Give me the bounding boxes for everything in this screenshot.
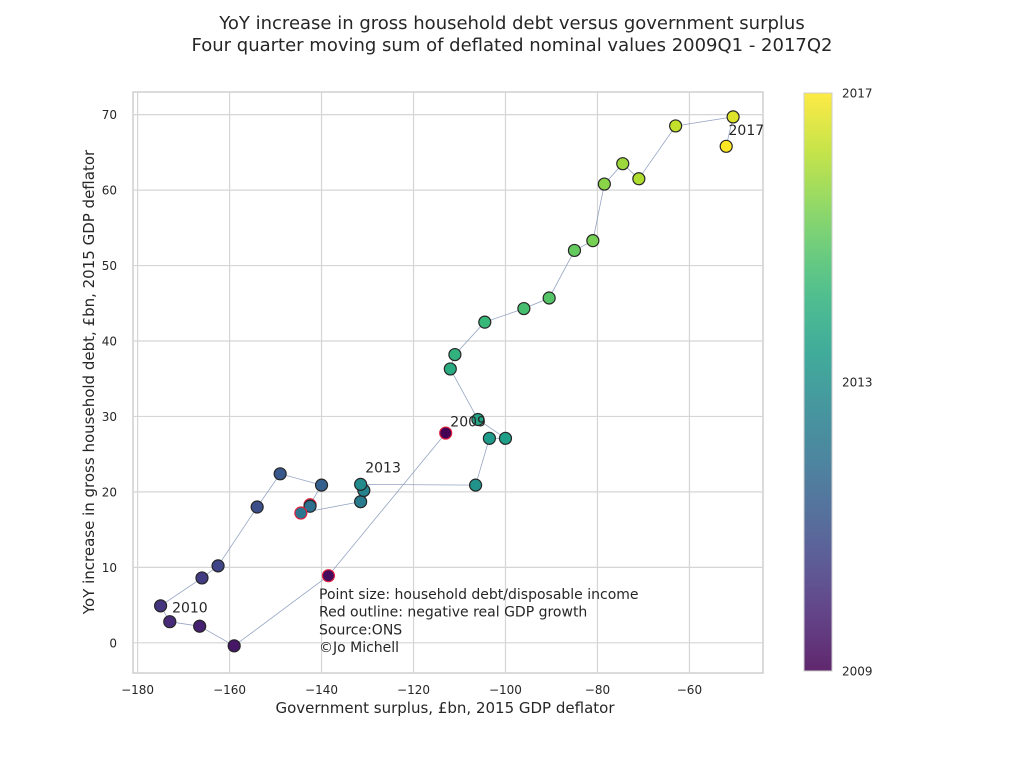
colorbar-label: 2013	[842, 376, 873, 390]
data-point	[542, 291, 556, 305]
data-point	[321, 569, 336, 583]
y-tick-label: 0	[109, 636, 117, 650]
data-point	[597, 177, 611, 191]
data-point	[153, 599, 168, 613]
data-point	[163, 615, 177, 629]
x-tick-label: −60	[677, 683, 702, 697]
y-tick-label: 10	[102, 561, 117, 575]
x-tick-label: −80	[585, 683, 610, 697]
year-annotation: 2013	[365, 460, 401, 476]
year-annotation: 2010	[172, 601, 208, 617]
series-path	[160, 116, 734, 647]
plot-frame	[132, 91, 764, 674]
data-point	[294, 506, 308, 520]
data-point	[482, 431, 496, 445]
y-tick-label: 40	[102, 335, 117, 349]
chart-title: YoY increase in gross household debt ver…	[218, 13, 804, 34]
data-point	[586, 234, 600, 248]
data-point	[439, 426, 453, 440]
note-line: Red outline: negative real GDP growth	[319, 605, 587, 621]
data-point	[719, 139, 733, 153]
year-annotation: 2017	[729, 123, 765, 139]
data-point	[478, 315, 492, 329]
data-point	[443, 362, 457, 376]
x-tick-label: −100	[489, 683, 522, 697]
data-point	[314, 478, 329, 492]
data-point	[567, 243, 582, 258]
note-line: Point size: household debt/disposable in…	[319, 587, 639, 603]
y-tick-label: 20	[102, 485, 117, 499]
data-point	[354, 477, 368, 491]
note-line: ©Jo Michell	[319, 640, 399, 656]
colorbar: 2009 2013 2017	[803, 87, 873, 679]
note-line: Source:ONS	[319, 622, 402, 638]
x-tick-label: −180	[121, 683, 154, 697]
y-tick-label: 30	[102, 410, 117, 424]
data-point	[616, 157, 630, 171]
data-point	[195, 571, 209, 585]
year-annotation: 2009	[450, 414, 486, 430]
chart-subtitle: Four quarter moving sum of deflated nomi…	[192, 35, 833, 56]
colorbar-label: 2009	[842, 665, 873, 679]
data-point	[471, 412, 485, 427]
y-tick-label: 50	[102, 259, 117, 273]
data-point	[468, 478, 483, 492]
data-point	[193, 619, 207, 633]
data-point	[498, 431, 513, 445]
x-tick-label: −160	[213, 683, 246, 697]
colorbar-gradient	[803, 92, 833, 672]
y-axis-label: YoY increase in gross household debt, £b…	[80, 149, 98, 615]
data-point	[227, 639, 241, 653]
data-point	[726, 110, 740, 124]
data-point	[632, 172, 646, 186]
data-point	[211, 559, 225, 573]
x-tick-label: −140	[305, 683, 338, 697]
y-tick-label: 60	[102, 184, 117, 198]
data-point	[250, 500, 264, 514]
data-point	[273, 467, 287, 481]
data-point	[669, 119, 683, 133]
data-point	[354, 495, 368, 509]
colorbar-label: 2017	[842, 87, 873, 101]
y-tick-label: 70	[102, 108, 117, 122]
x-axis-label: Government surplus, £bn, 2015 GDP deflat…	[275, 699, 615, 717]
data-point	[517, 301, 531, 316]
plot-area: −180 −160 −140 −120 −100 −80 −60 0 10 20 30 40 50 60 7…	[102, 91, 765, 697]
data-point	[448, 347, 462, 362]
data-point	[303, 499, 317, 513]
x-tick-label: −120	[397, 683, 430, 697]
